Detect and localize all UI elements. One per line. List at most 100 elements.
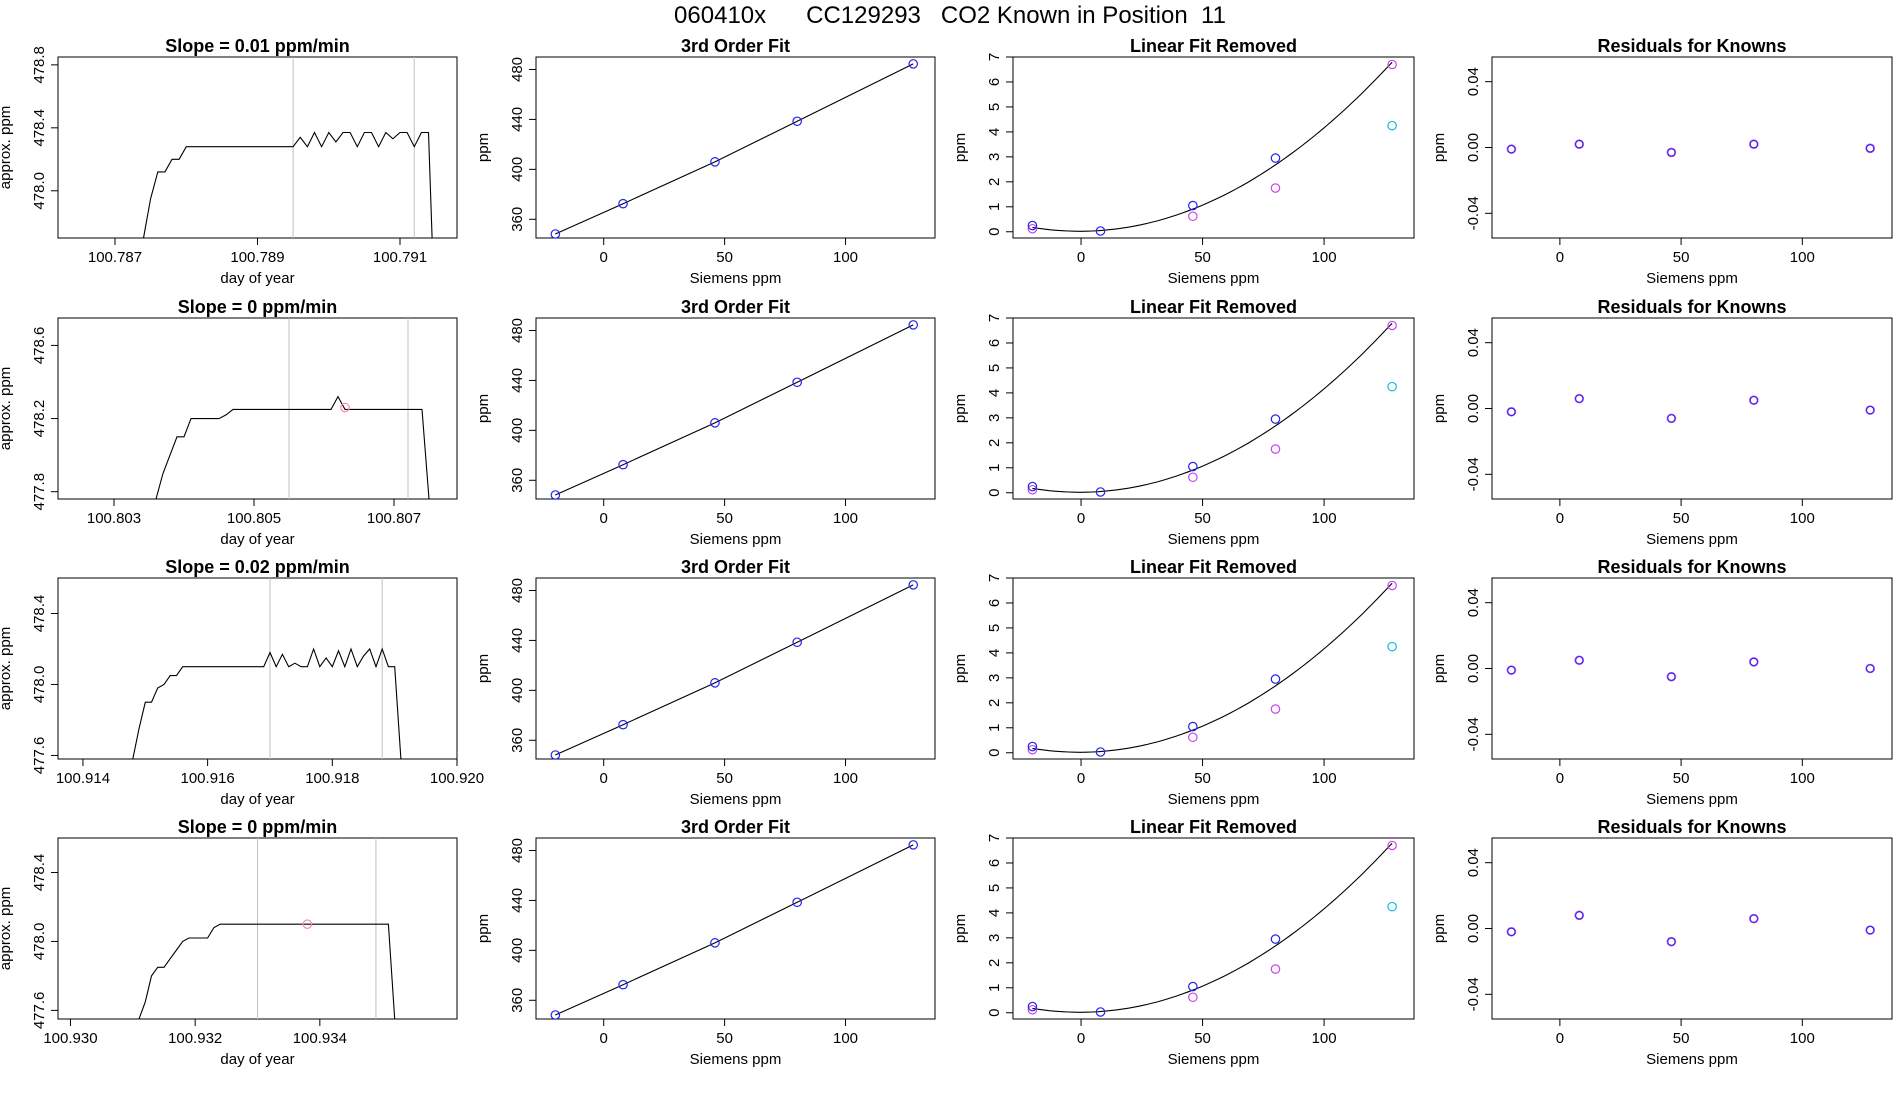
magenta-point-r3c2-2 — [1270, 964, 1281, 974]
y-tick-label-r1c1-2: 440 — [509, 368, 526, 393]
residual-point-magenta-r3c3-3 — [1749, 913, 1759, 924]
residual-point-magenta-r0c3-3 — [1749, 139, 1759, 150]
blue-point-r1c2-2 — [1188, 461, 1198, 472]
residual-point-r3c3-4 — [1866, 926, 1875, 935]
y-axis-label-r3c0: approx. ppm — [0, 887, 14, 970]
residual-point-magenta-r1c3-2 — [1666, 413, 1677, 424]
x-tick-label-r0c3-2: 100 — [1790, 249, 1815, 266]
x-tick-label-r1c2-0: 0 — [1077, 510, 1085, 527]
magenta-point-r3c2-1 — [1188, 992, 1198, 1003]
residual-point-r3c3-0 — [1507, 927, 1516, 936]
x-axis-label-r2c2: Siemens ppm — [1168, 791, 1260, 808]
fit-point-r1c1-2 — [710, 418, 720, 428]
x-tick-label-r1c1-2: 100 — [833, 510, 858, 527]
x-axis-label-r1c3: Siemens ppm — [1646, 531, 1738, 548]
x-tick-label-r1c1-1: 50 — [716, 510, 733, 527]
residual-point-r2c3-1 — [1575, 656, 1584, 665]
y-tick-label-r2c2-0: 0 — [986, 749, 1003, 757]
x-tick-label-r2c3-0: 0 — [1556, 770, 1564, 787]
x-tick-label-r2c3-1: 50 — [1673, 770, 1690, 787]
plot-frame-r0c3 — [1491, 56, 1893, 239]
residual-point-magenta-r1c3-1 — [1574, 393, 1585, 404]
x-tick-label-r3c2-2: 100 — [1312, 1030, 1337, 1047]
x-axis-label-r3c2: Siemens ppm — [1168, 1051, 1260, 1068]
y-tick-label-r3c2-1: 1 — [986, 984, 1003, 992]
curve-line-r0c2 — [1032, 61, 1393, 232]
y-tick-label-r2c3-0: -0.04 — [1465, 717, 1482, 751]
residual-point-r0c3-0 — [1507, 145, 1516, 154]
fit-point-r3c1-4 — [908, 840, 919, 850]
x-tick-label-r0c1-0: 0 — [600, 249, 608, 266]
fit-point-r0c1-3 — [792, 116, 802, 127]
fit-point-r0c1-0 — [550, 229, 561, 239]
y-tick-label-r0c3-1: 0.00 — [1465, 133, 1482, 162]
y-tick-label-r1c3-2: 0.04 — [1465, 328, 1482, 357]
y-tick-label-r3c2-6: 6 — [986, 859, 1003, 867]
residual-point-r0c3-2 — [1667, 148, 1676, 157]
fit-point-r2c1-0 — [550, 750, 561, 760]
residual-point-r0c3-3 — [1749, 140, 1758, 149]
y-axis-label-r1c0: approx. ppm — [0, 367, 14, 450]
y-axis-label-r3c3: ppm — [1431, 914, 1448, 943]
residual-point-magenta-r2c3-2 — [1666, 671, 1677, 682]
x-tick-label-r0c3-0: 0 — [1556, 249, 1564, 266]
y-tick-label-r3c2-2: 2 — [986, 959, 1003, 967]
y-tick-label-r1c0-2: 478.6 — [31, 327, 48, 365]
x-axis-label-r0c1: Siemens ppm — [690, 270, 782, 287]
plot-title-r2c3: Residuals for Knowns — [1597, 557, 1786, 577]
x-tick-label-r0c2-2: 100 — [1312, 249, 1337, 266]
x-tick-label-r3c3-0: 0 — [1556, 1030, 1564, 1047]
plot-title-r2c1: 3rd Order Fit — [681, 557, 790, 577]
magenta-point-r3c2-0 — [1027, 1004, 1038, 1015]
x-tick-label-r2c2-0: 0 — [1077, 770, 1085, 787]
plot-title-r1c0: Slope = 0 ppm/min — [178, 297, 338, 317]
y-tick-label-r2c0-0: 477.6 — [31, 737, 48, 775]
x-axis-label-r0c0: day of year — [220, 270, 294, 287]
x-tick-label-r2c0-1: 100.916 — [181, 770, 235, 787]
blue-point-r0c2-2 — [1188, 200, 1198, 211]
x-axis-label-r1c2: Siemens ppm — [1168, 531, 1260, 548]
y-tick-label-r0c0-2: 478.8 — [31, 46, 48, 84]
curve-line-r2c2 — [1032, 582, 1393, 753]
y-axis-label-r2c2: ppm — [952, 654, 969, 683]
y-tick-label-r1c2-0: 0 — [986, 489, 1003, 497]
fit-line-r2c1 — [555, 584, 914, 756]
x-tick-label-r2c1-2: 100 — [833, 770, 858, 787]
blue-point-r2c2-1 — [1095, 747, 1106, 757]
y-tick-label-r0c2-1: 1 — [986, 203, 1003, 211]
fit-point-r2c1-2 — [710, 678, 720, 688]
fit-point-r3c1-0 — [550, 1010, 561, 1020]
blue-point-r2c2-0 — [1027, 741, 1038, 752]
residual-point-r1c3-1 — [1575, 394, 1584, 403]
y-tick-label-r2c1-1: 400 — [509, 678, 526, 703]
y-tick-label-r1c2-4: 4 — [986, 389, 1003, 397]
y-tick-label-r3c1-0: 360 — [509, 988, 526, 1013]
x-tick-label-r2c2-1: 50 — [1194, 770, 1211, 787]
y-tick-label-r1c3-1: 0.00 — [1465, 394, 1482, 423]
plot-title-r3c3: Residuals for Knowns — [1597, 817, 1786, 837]
x-tick-label-r3c0-0: 100.930 — [43, 1030, 97, 1047]
marker-point-r1c0-0 — [340, 402, 350, 413]
y-tick-label-r3c3-0: -0.04 — [1465, 977, 1482, 1011]
plot-title-r3c0: Slope = 0 ppm/min — [178, 817, 338, 837]
blue-point-r3c2-1 — [1095, 1007, 1106, 1017]
plot-title-r0c1: 3rd Order Fit — [681, 36, 790, 56]
x-tick-label-r1c2-1: 50 — [1194, 510, 1211, 527]
x-tick-label-r3c2-1: 50 — [1194, 1030, 1211, 1047]
y-tick-label-r2c2-7: 7 — [986, 574, 1003, 582]
plot-frame-r0c0 — [57, 56, 458, 239]
y-tick-label-r3c0-1: 478.0 — [31, 923, 48, 961]
residual-point-r3c3-1 — [1575, 911, 1584, 920]
magenta-point-r3c2-3 — [1387, 840, 1397, 851]
x-tick-label-r0c2-1: 50 — [1194, 249, 1211, 266]
series-line-r2c0-0 — [132, 647, 402, 760]
magenta-point-r2c2-2 — [1270, 704, 1281, 714]
y-tick-label-r3c2-4: 4 — [986, 909, 1003, 917]
plot-title-r3c2: Linear Fit Removed — [1130, 817, 1297, 837]
y-tick-label-r0c0-0: 478.0 — [31, 172, 48, 210]
y-tick-label-r1c2-7: 7 — [986, 314, 1003, 322]
residual-point-r1c3-2 — [1667, 414, 1676, 423]
x-axis-label-r3c3: Siemens ppm — [1646, 1051, 1738, 1068]
y-tick-label-r3c2-5: 5 — [986, 884, 1003, 892]
x-tick-label-r3c1-1: 50 — [716, 1030, 733, 1047]
